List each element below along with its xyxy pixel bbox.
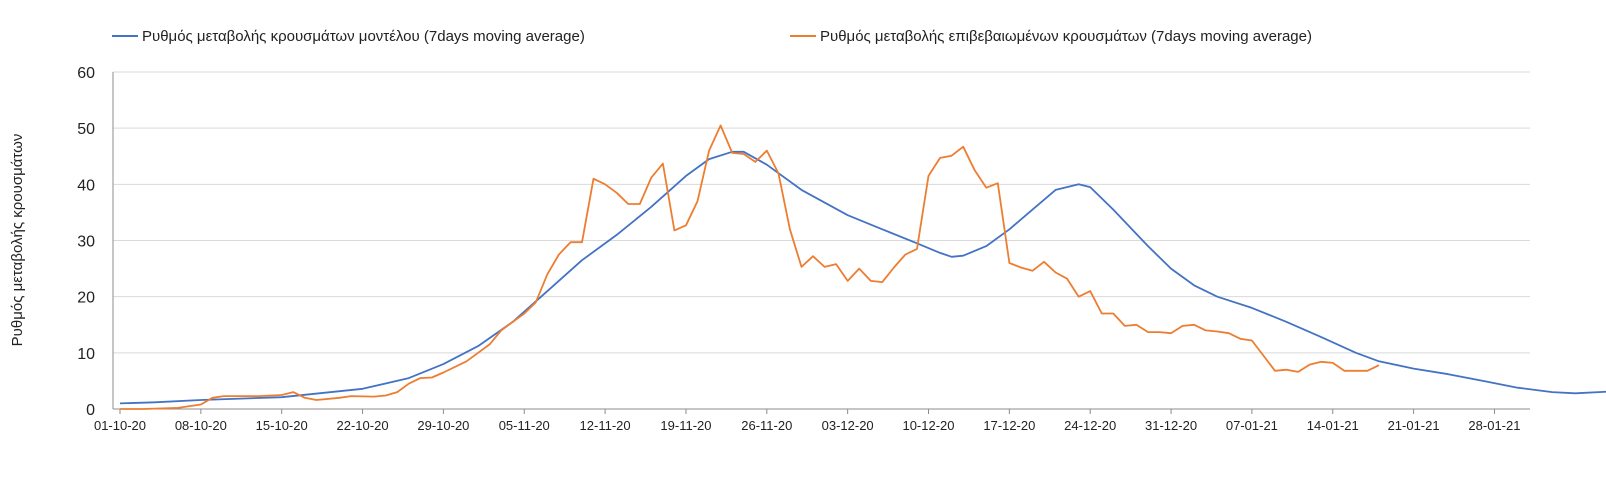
x-tick-label: 21-01-21 [1388, 418, 1440, 433]
legend-label-confirmed: Ρυθμός μεταβολής επιβεβαιωμένων κρουσμάτ… [820, 28, 1312, 45]
x-tick-label: 28-01-21 [1468, 418, 1520, 433]
y-tick-label: 40 [77, 177, 95, 194]
x-tick-label: 07-01-21 [1226, 418, 1278, 433]
x-tick-label: 03-12-20 [822, 418, 874, 433]
x-tick-label: 29-10-20 [417, 418, 469, 433]
legend-label-model: Ρυθμός μεταβολής κρουσμάτων μοντέλου (7d… [142, 28, 585, 45]
y-axis-label: Ρυθμός μεταβολής κρουσμάτων [9, 134, 26, 347]
x-tick-label: 14-01-21 [1307, 418, 1359, 433]
x-tick-label: 22-10-20 [337, 418, 389, 433]
y-tick-label: 20 [77, 290, 95, 307]
y-tick-label: 30 [77, 234, 95, 251]
y-tick-label: 10 [77, 346, 95, 363]
x-tick-label: 10-12-20 [902, 418, 954, 433]
x-tick-label: 26-11-20 [741, 418, 792, 433]
x-tick-label: 15-10-20 [256, 418, 308, 433]
x-tick-label: 31-12-20 [1145, 418, 1197, 433]
series [119, 124, 1606, 410]
y-tick-label: 60 [77, 65, 95, 82]
x-tick-label: 01-10-20 [94, 418, 146, 433]
x-tick-label: 08-10-20 [175, 418, 227, 433]
legend: Ρυθμός μεταβολής κρουσμάτων μοντέλου (7d… [112, 28, 1312, 45]
axes: 0 10 20 30 40 50 60 01-10-20 08-10-20 15-10-20 22-… [77, 65, 1530, 433]
x-tick-label: 19-11-20 [660, 418, 711, 433]
y-tick-label: 50 [77, 121, 95, 138]
x-tick-label: 12-11-20 [580, 418, 631, 433]
x-tick-label: 05-11-20 [499, 418, 550, 433]
grid [113, 71, 1530, 354]
x-tick-label: 17-12-20 [983, 418, 1035, 433]
series-line-confirmed [120, 124, 1380, 410]
series-line-model [119, 150, 1606, 405]
x-tick-label: 24-12-20 [1064, 418, 1116, 433]
y-tick-label: 0 [86, 402, 95, 419]
